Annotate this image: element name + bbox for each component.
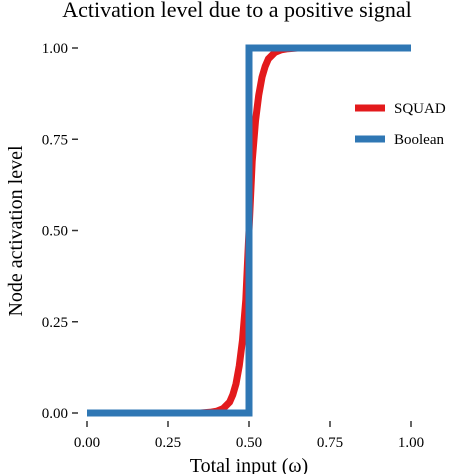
x-axis: 0.00 0.25 0.50 0.75 1.00 bbox=[74, 421, 424, 451]
plot-area bbox=[87, 44, 411, 417]
y-axis: 0.00 0.25 0.50 0.75 1.00 bbox=[42, 41, 78, 422]
legend-label: SQUAD bbox=[394, 101, 446, 117]
legend-item-squad: SQUAD bbox=[355, 101, 446, 117]
chart-title: Activation level due to a positive signa… bbox=[62, 0, 411, 22]
y-axis-label: Node activation level bbox=[5, 145, 27, 316]
y-tick-label: 0.50 bbox=[42, 224, 68, 240]
x-tick-label: 0.00 bbox=[74, 435, 100, 451]
x-tick-label: 0.75 bbox=[317, 435, 343, 451]
legend-label: Boolean bbox=[394, 132, 444, 148]
y-tick-label: 0.25 bbox=[42, 315, 68, 331]
x-axis-label: Total input (ω) bbox=[190, 455, 308, 474]
y-tick-label: 0.75 bbox=[42, 132, 68, 148]
legend-item-boolean: Boolean bbox=[355, 132, 444, 148]
x-tick-label: 0.25 bbox=[155, 435, 181, 451]
x-tick-label: 0.50 bbox=[236, 435, 262, 451]
y-tick-label: 0.00 bbox=[42, 406, 68, 422]
legend: SQUAD Boolean bbox=[355, 101, 446, 148]
x-tick-label: 1.00 bbox=[398, 435, 424, 451]
y-tick-label: 1.00 bbox=[42, 41, 68, 57]
series-line-boolean bbox=[87, 44, 411, 417]
